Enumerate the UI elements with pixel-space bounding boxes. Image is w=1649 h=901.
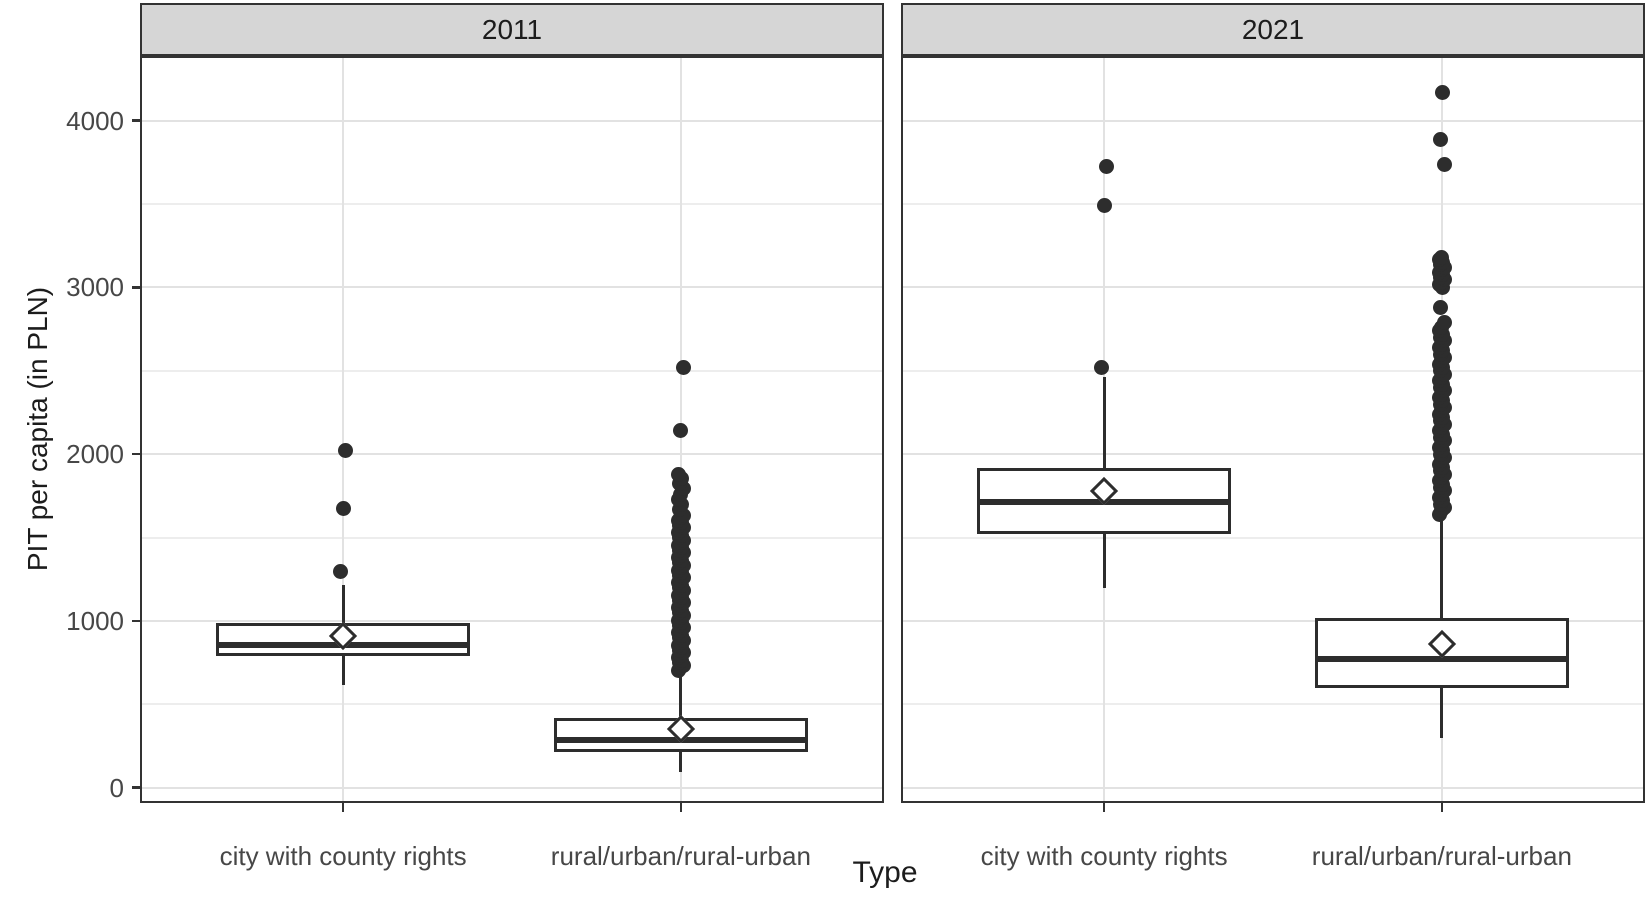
whisker-lower	[1102, 534, 1106, 588]
facet-panel	[901, 56, 1645, 803]
y-tick-label: 3000	[66, 272, 124, 303]
gridline-major	[901, 286, 1645, 289]
x-tick-label: city with county rights	[980, 841, 1228, 871]
gridline-minor	[140, 703, 884, 706]
x-tick-label: city with county rights	[219, 841, 467, 871]
gridline-major	[901, 786, 1645, 789]
y-tick	[132, 119, 141, 122]
gridline-major	[901, 619, 1645, 622]
y-tick	[132, 452, 141, 456]
gridline-minor	[140, 369, 884, 372]
y-tick-label: 2000	[66, 439, 124, 470]
x-tick	[1440, 803, 1444, 812]
outlier-dot	[1435, 84, 1451, 100]
facet-strip: 2021	[901, 3, 1645, 56]
whisker-upper	[679, 672, 683, 718]
facet-strip: 2011	[140, 3, 884, 56]
outlier-dot	[1436, 157, 1452, 173]
outlier-dot	[671, 466, 687, 482]
gridline-major	[140, 453, 884, 456]
whisker-lower	[679, 751, 683, 772]
outlier-dot	[333, 564, 349, 580]
outlier-dot	[335, 500, 351, 516]
x-tick	[341, 803, 345, 812]
outlier-dot	[675, 359, 691, 375]
gridline-minor	[901, 703, 1645, 706]
outlier-dot	[1098, 159, 1114, 175]
outlier-dot	[1434, 249, 1450, 265]
gridline-minor	[901, 536, 1645, 539]
y-axis-title: PIT per capita (in PLN)	[22, 286, 53, 572]
whisker-lower	[341, 655, 345, 686]
outlier-dot	[1433, 131, 1449, 147]
outlier-dot	[1433, 299, 1449, 315]
y-tick	[132, 619, 141, 623]
gridline-major	[140, 119, 884, 122]
whisker-lower	[1440, 687, 1444, 739]
outlier-dot	[1094, 359, 1110, 375]
whisker-upper	[341, 585, 345, 624]
x-tick	[679, 803, 683, 812]
outlier-dot	[1096, 198, 1112, 214]
gridline-minor	[901, 203, 1645, 206]
y-tick-label: 0	[109, 772, 124, 803]
gridline-minor	[140, 536, 884, 539]
strip-label: 2021	[1241, 13, 1305, 45]
strip-label: 2011	[481, 13, 543, 45]
category-gridline	[342, 56, 345, 803]
whisker-upper	[1102, 377, 1106, 469]
y-tick	[132, 286, 141, 289]
outlier-dot	[673, 422, 689, 438]
gridline-major	[901, 119, 1645, 122]
median-line	[1314, 656, 1569, 663]
x-tick-label: rural/urban/rural-urban	[1311, 841, 1572, 871]
x-tick	[1102, 803, 1106, 812]
x-tick-label: rural/urban/rural-urban	[550, 841, 811, 871]
y-tick	[132, 786, 141, 789]
gridline-major	[140, 286, 884, 289]
gridline-major	[140, 786, 884, 789]
outlier-dot	[337, 443, 353, 459]
y-tick-label: 4000	[66, 105, 124, 136]
x-axis-title: Type	[852, 856, 918, 889]
gridline-major	[901, 453, 1645, 456]
facet-panel	[140, 56, 884, 803]
y-tick-label: 1000	[66, 605, 124, 636]
gridline-minor	[140, 203, 884, 206]
gridline-minor	[901, 369, 1645, 372]
outlier-dot	[1436, 314, 1452, 330]
whisker-upper	[1440, 515, 1444, 618]
gridline-major	[140, 619, 884, 622]
